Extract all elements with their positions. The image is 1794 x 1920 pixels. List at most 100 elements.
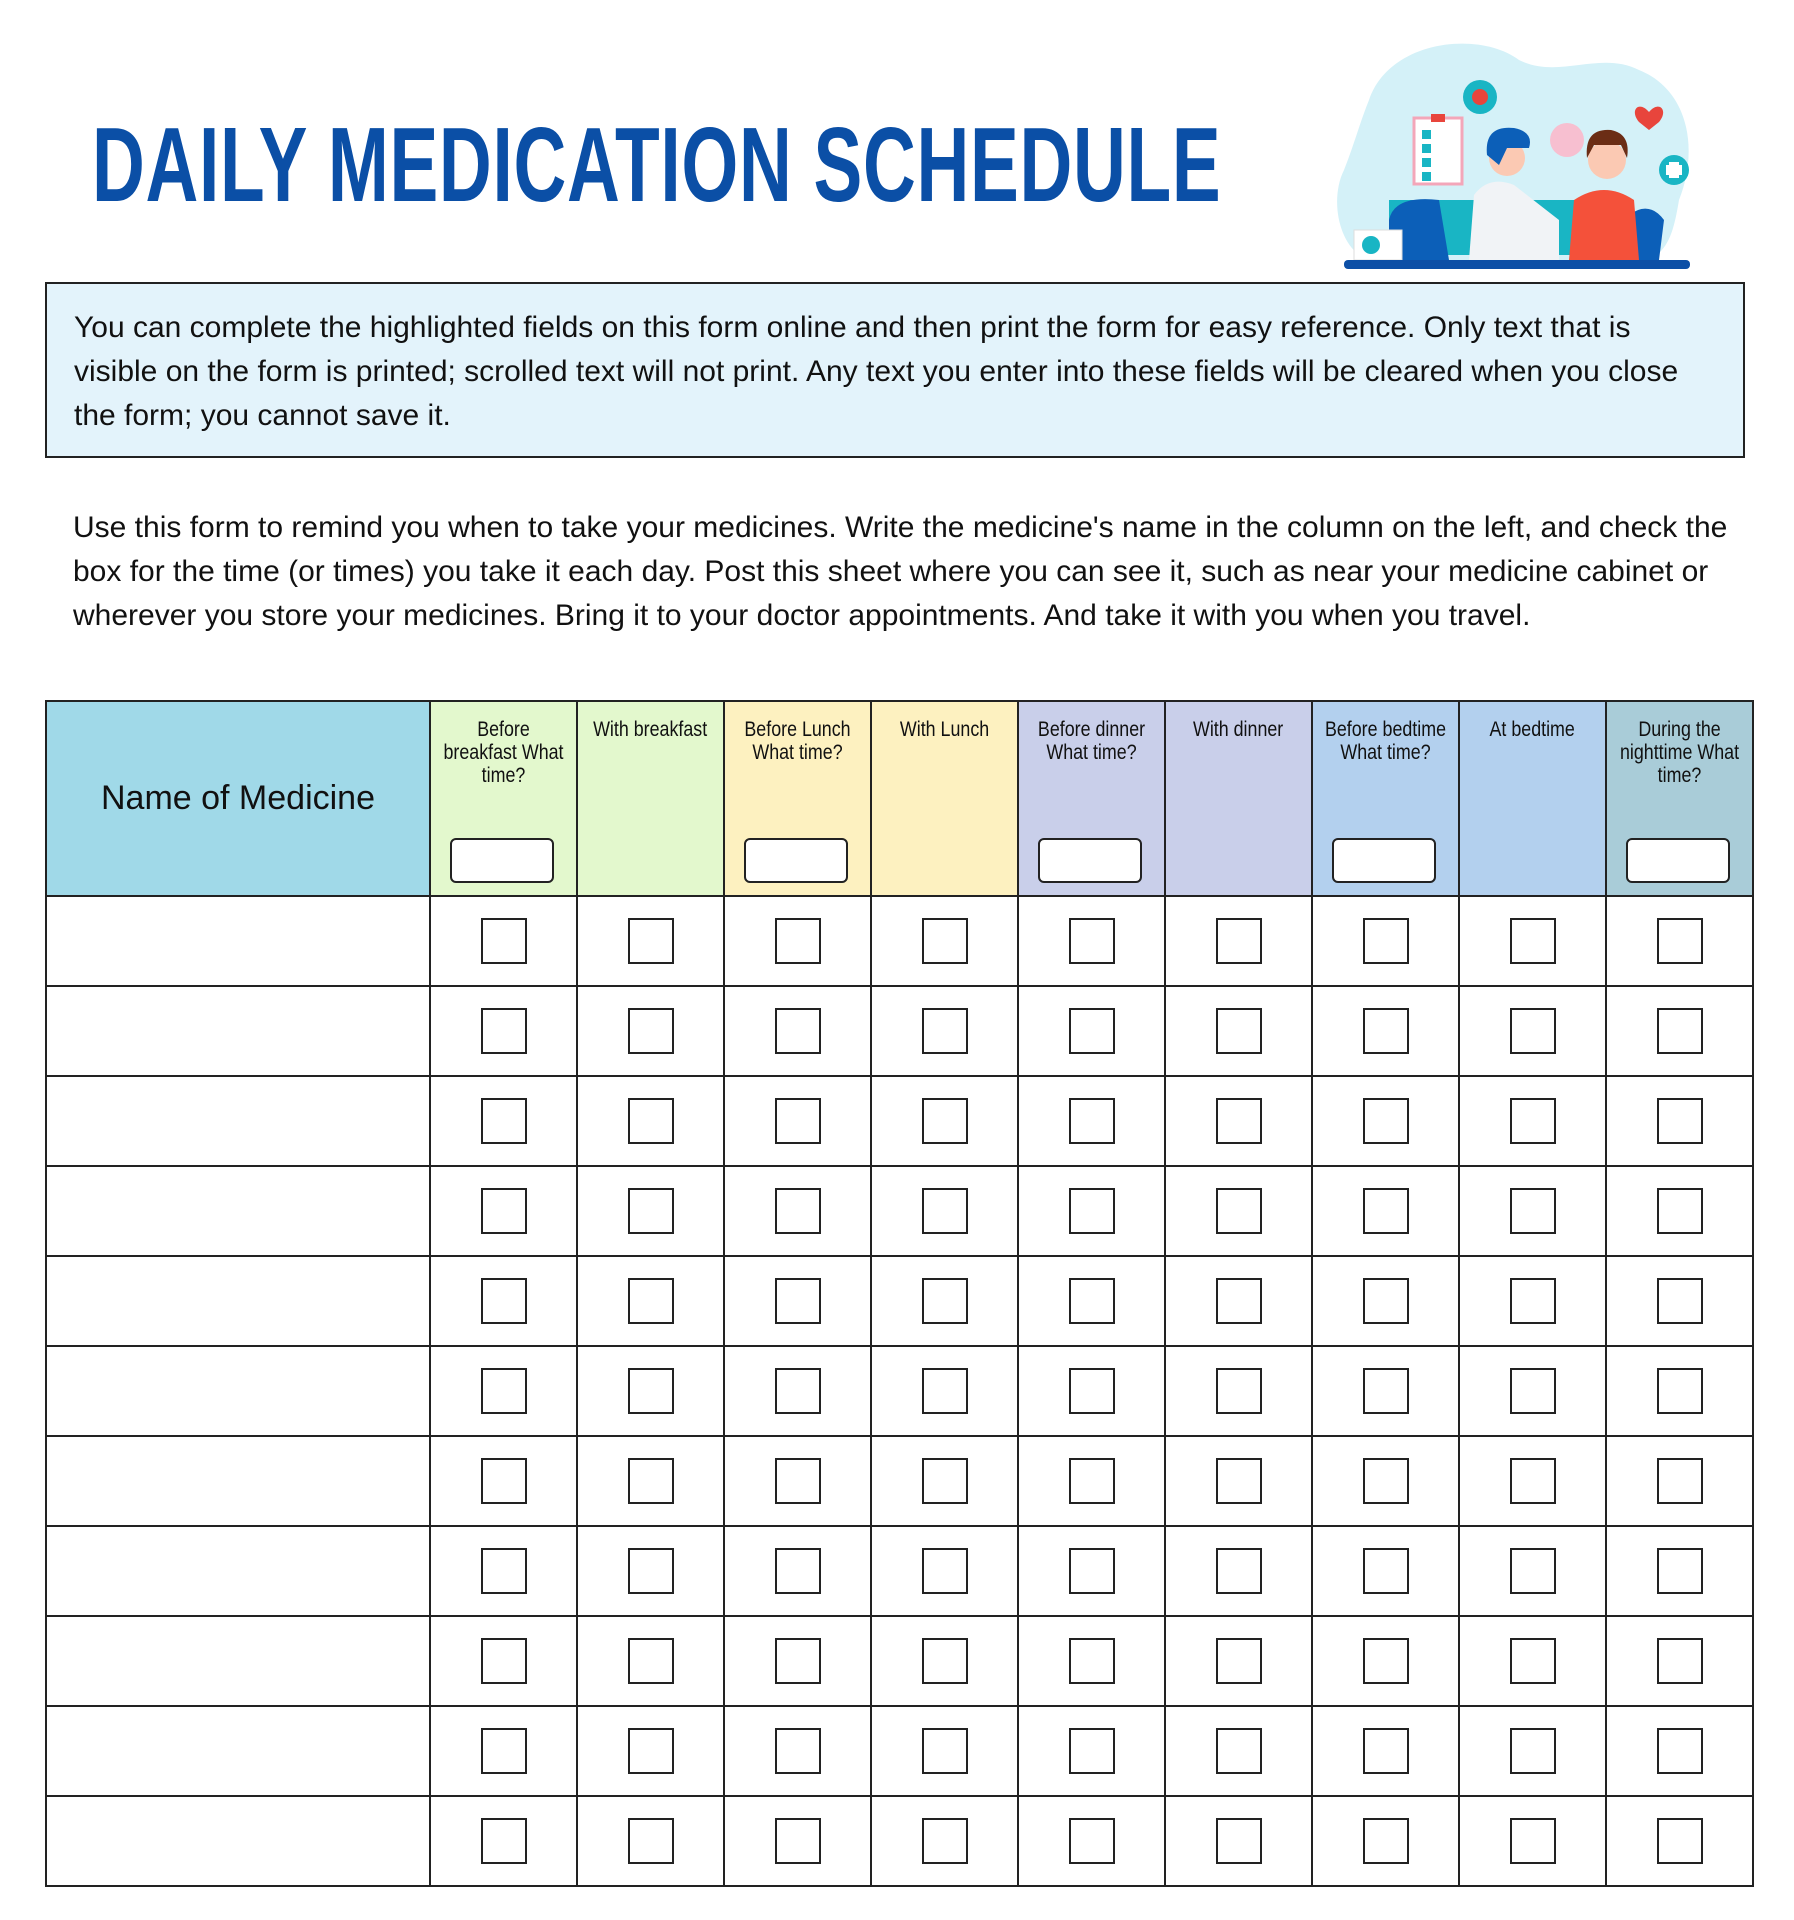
checkbox[interactable] (1068, 1008, 1115, 1054)
medicine-name-input[interactable] (51, 1710, 425, 1792)
checkbox[interactable] (1362, 1098, 1409, 1144)
checkbox[interactable] (480, 1098, 527, 1144)
checkbox[interactable] (627, 1548, 674, 1594)
checkbox[interactable] (480, 1188, 527, 1234)
checkbox[interactable] (627, 1728, 674, 1774)
checkbox[interactable] (1509, 1188, 1556, 1234)
checkbox[interactable] (1215, 1188, 1262, 1234)
checkbox[interactable] (1068, 1548, 1115, 1594)
checkbox[interactable] (480, 918, 527, 964)
checkbox[interactable] (480, 1548, 527, 1594)
checkbox[interactable] (1656, 1728, 1703, 1774)
checkbox[interactable] (1509, 918, 1556, 964)
checkbox[interactable] (774, 1188, 821, 1234)
checkbox[interactable] (921, 1368, 968, 1414)
checkbox[interactable] (774, 1638, 821, 1684)
checkbox[interactable] (1509, 1458, 1556, 1504)
checkbox[interactable] (1656, 1188, 1703, 1234)
checkbox[interactable] (774, 918, 821, 964)
checkbox[interactable] (1362, 1368, 1409, 1414)
checkbox[interactable] (1362, 1458, 1409, 1504)
checkbox[interactable] (921, 1008, 968, 1054)
checkbox[interactable] (1068, 1458, 1115, 1504)
checkbox[interactable] (921, 1638, 968, 1684)
checkbox[interactable] (1362, 918, 1409, 964)
checkbox[interactable] (1509, 1368, 1556, 1414)
checkbox[interactable] (1362, 1008, 1409, 1054)
checkbox[interactable] (1509, 1638, 1556, 1684)
checkbox[interactable] (921, 1548, 968, 1594)
checkbox[interactable] (1215, 1278, 1262, 1324)
checkbox[interactable] (921, 1098, 968, 1144)
checkbox[interactable] (1068, 1368, 1115, 1414)
checkbox[interactable] (1509, 1008, 1556, 1054)
checkbox[interactable] (1215, 1818, 1262, 1864)
checkbox[interactable] (1215, 1458, 1262, 1504)
medicine-name-input[interactable] (51, 1260, 425, 1342)
medicine-name-input[interactable] (51, 1620, 425, 1702)
checkbox[interactable] (774, 1818, 821, 1864)
checkbox[interactable] (1068, 1818, 1115, 1864)
checkbox[interactable] (1362, 1188, 1409, 1234)
checkbox[interactable] (1509, 1098, 1556, 1144)
medicine-name-input[interactable] (51, 1080, 425, 1162)
medicine-name-input[interactable] (51, 1800, 425, 1882)
medicine-name-input[interactable] (51, 1350, 425, 1432)
checkbox[interactable] (480, 1278, 527, 1324)
checkbox[interactable] (1068, 1638, 1115, 1684)
checkbox[interactable] (1656, 918, 1703, 964)
checkbox[interactable] (1068, 1278, 1115, 1324)
checkbox[interactable] (1509, 1548, 1556, 1594)
checkbox[interactable] (774, 1278, 821, 1324)
checkbox[interactable] (480, 1008, 527, 1054)
checkbox[interactable] (1656, 1458, 1703, 1504)
checkbox[interactable] (1068, 1098, 1115, 1144)
checkbox[interactable] (1215, 1638, 1262, 1684)
checkbox[interactable] (1215, 1008, 1262, 1054)
checkbox[interactable] (627, 1818, 674, 1864)
checkbox[interactable] (921, 1458, 968, 1504)
checkbox[interactable] (774, 1098, 821, 1144)
checkbox[interactable] (1068, 1728, 1115, 1774)
time-input[interactable] (1332, 838, 1436, 883)
checkbox[interactable] (627, 1098, 674, 1144)
checkbox[interactable] (1362, 1278, 1409, 1324)
checkbox[interactable] (627, 1188, 674, 1234)
checkbox[interactable] (1656, 1818, 1703, 1864)
checkbox[interactable] (1215, 1098, 1262, 1144)
medicine-name-input[interactable] (51, 1440, 425, 1522)
checkbox[interactable] (627, 1638, 674, 1684)
checkbox[interactable] (480, 1728, 527, 1774)
checkbox[interactable] (627, 1458, 674, 1504)
checkbox[interactable] (774, 1008, 821, 1054)
time-input[interactable] (1626, 838, 1730, 883)
checkbox[interactable] (480, 1818, 527, 1864)
checkbox[interactable] (1362, 1728, 1409, 1774)
checkbox[interactable] (774, 1368, 821, 1414)
checkbox[interactable] (774, 1548, 821, 1594)
checkbox[interactable] (1656, 1278, 1703, 1324)
checkbox[interactable] (1215, 1548, 1262, 1594)
checkbox[interactable] (1656, 1638, 1703, 1684)
time-input[interactable] (450, 838, 554, 883)
checkbox[interactable] (1509, 1818, 1556, 1864)
checkbox[interactable] (627, 1278, 674, 1324)
checkbox[interactable] (1362, 1638, 1409, 1684)
checkbox[interactable] (627, 918, 674, 964)
checkbox[interactable] (1509, 1278, 1556, 1324)
checkbox[interactable] (921, 1278, 968, 1324)
checkbox[interactable] (774, 1728, 821, 1774)
medicine-name-input[interactable] (51, 1170, 425, 1252)
medicine-name-input[interactable] (51, 1530, 425, 1612)
checkbox[interactable] (1656, 1008, 1703, 1054)
checkbox[interactable] (1215, 1728, 1262, 1774)
checkbox[interactable] (1656, 1548, 1703, 1594)
checkbox[interactable] (1362, 1818, 1409, 1864)
checkbox[interactable] (480, 1368, 527, 1414)
checkbox[interactable] (1509, 1728, 1556, 1774)
checkbox[interactable] (1068, 1188, 1115, 1234)
checkbox[interactable] (1215, 918, 1262, 964)
checkbox[interactable] (921, 1728, 968, 1774)
checkbox[interactable] (921, 1818, 968, 1864)
checkbox[interactable] (480, 1458, 527, 1504)
